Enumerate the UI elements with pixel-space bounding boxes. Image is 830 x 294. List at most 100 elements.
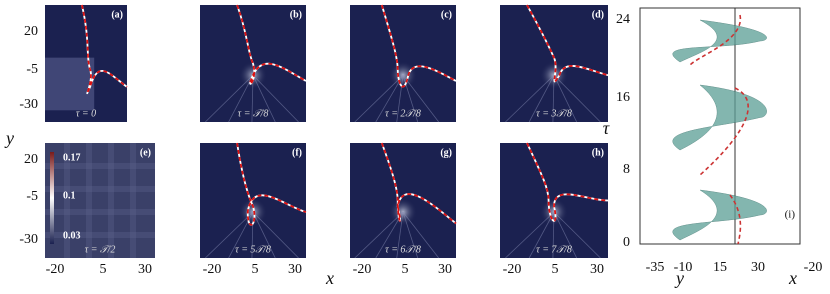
ray [252,211,276,259]
panel: (a) τ = 0 [45,4,128,122]
trajectory [81,4,128,95]
ray [252,211,299,259]
trajectory [689,14,749,245]
ray [396,211,404,259]
surface [672,19,767,63]
ray [505,211,555,259]
grid-pattern [45,57,95,111]
colorbar-tick-label: 0.17 [63,152,81,163]
ray [396,75,404,123]
y-tick-label: -30 [19,232,38,247]
ray [402,74,440,123]
ray [228,75,254,123]
panel-label: (a) [111,9,123,20]
x-tick-label: -20 [353,262,372,277]
ray [354,211,404,259]
panel: (e) τ = 𝒯/2 [45,143,155,258]
ray [552,75,555,123]
ray [528,75,555,123]
x-tick-label: 30 [751,260,765,275]
panel-label: (d) [592,9,604,20]
tau-label: τ [603,118,610,138]
surface [672,189,767,241]
x-tick-label: 30 [138,262,152,277]
x-tick-label: 30 [288,262,302,277]
panel: (d) τ = 3𝒯/8 [500,4,609,123]
panel-label: (g) [440,147,452,158]
heatmap [45,143,155,258]
ray [205,74,254,123]
panel-label: (f) [292,147,302,158]
ray [252,75,276,123]
tau-tick-label: 24 [616,12,630,27]
colorbar-tick-label: 0.03 [63,230,81,241]
trajectory [380,142,457,225]
y-label: y [674,268,684,288]
x-tick-label: -20 [804,260,823,275]
panel-caption: τ = 0 [76,108,96,119]
ray [375,74,404,123]
colorbar-tick-label: 0.1 [63,190,76,201]
ray [402,211,440,259]
trajectory [526,4,609,83]
y-tick-label: -5 [26,62,38,77]
x-tick-label: 5 [252,262,259,277]
ray [251,211,254,259]
trajectory [380,4,457,88]
panel-caption: τ = 3𝒯/8 [536,108,572,119]
y-axis-label: y [4,128,14,148]
panel-caption: τ = 7𝒯/8 [536,244,572,255]
x-tick-label: 5 [100,262,107,277]
x-tick-label: 30 [590,262,604,277]
tau-tick-label: 0 [623,235,630,250]
x-tick-label: -20 [503,262,522,277]
x-tick-label: 5 [402,262,409,277]
panel-label: (c) [441,9,452,20]
tau-tick-label: 16 [616,90,630,105]
ray [251,75,254,123]
trajectory [526,142,609,222]
panel-caption: τ = 𝒯/2 [85,244,116,255]
panel-label: (b) [290,9,302,20]
ray [205,211,254,259]
ray [553,211,578,259]
y-tick-label: 15 [713,260,727,275]
panel-caption: τ = 6𝒯/8 [385,244,421,255]
panel-caption: τ = 2𝒯/8 [385,108,421,119]
y-tick-label: 20 [24,152,38,167]
y-tick-label: -35 [646,260,665,275]
x-tick-label: -20 [203,262,222,277]
x-tick-label: 30 [438,262,452,277]
x-tick-label: -20 [46,262,65,277]
tau-tick-label: 8 [623,162,630,177]
panel: (b) τ = 𝒯/8 [200,4,307,123]
ray [553,75,578,123]
ray [354,74,404,123]
panel-label: (e) [140,147,151,158]
y-tick-label: -30 [19,97,38,112]
ray [553,74,601,123]
y-tick-label: -5 [26,189,38,204]
trajectory [236,4,307,85]
panel-label: (i) [785,209,796,221]
x-label: x [788,268,797,288]
panel: (h) τ = 7𝒯/8 [500,142,609,259]
colorbar [50,152,54,244]
x-tick-label: 5 [552,262,559,277]
panel-caption: τ = 𝒯/8 [238,108,269,119]
ray [402,211,419,259]
ray [252,74,299,123]
x-axis-label: x [325,268,334,288]
panel: (f) τ = 5𝒯/8 [200,142,307,259]
ray [553,211,601,259]
panel-label: (h) [592,147,604,158]
panel-caption: τ = 5𝒯/8 [235,244,271,255]
panel: (c) τ = 2𝒯/8 [350,4,457,123]
trajectory [236,142,307,226]
surface [672,84,767,151]
ray [528,211,555,259]
ray [505,74,555,123]
y-tick-label: 20 [24,24,38,39]
panel: (g) τ = 6𝒯/8 [350,142,457,259]
